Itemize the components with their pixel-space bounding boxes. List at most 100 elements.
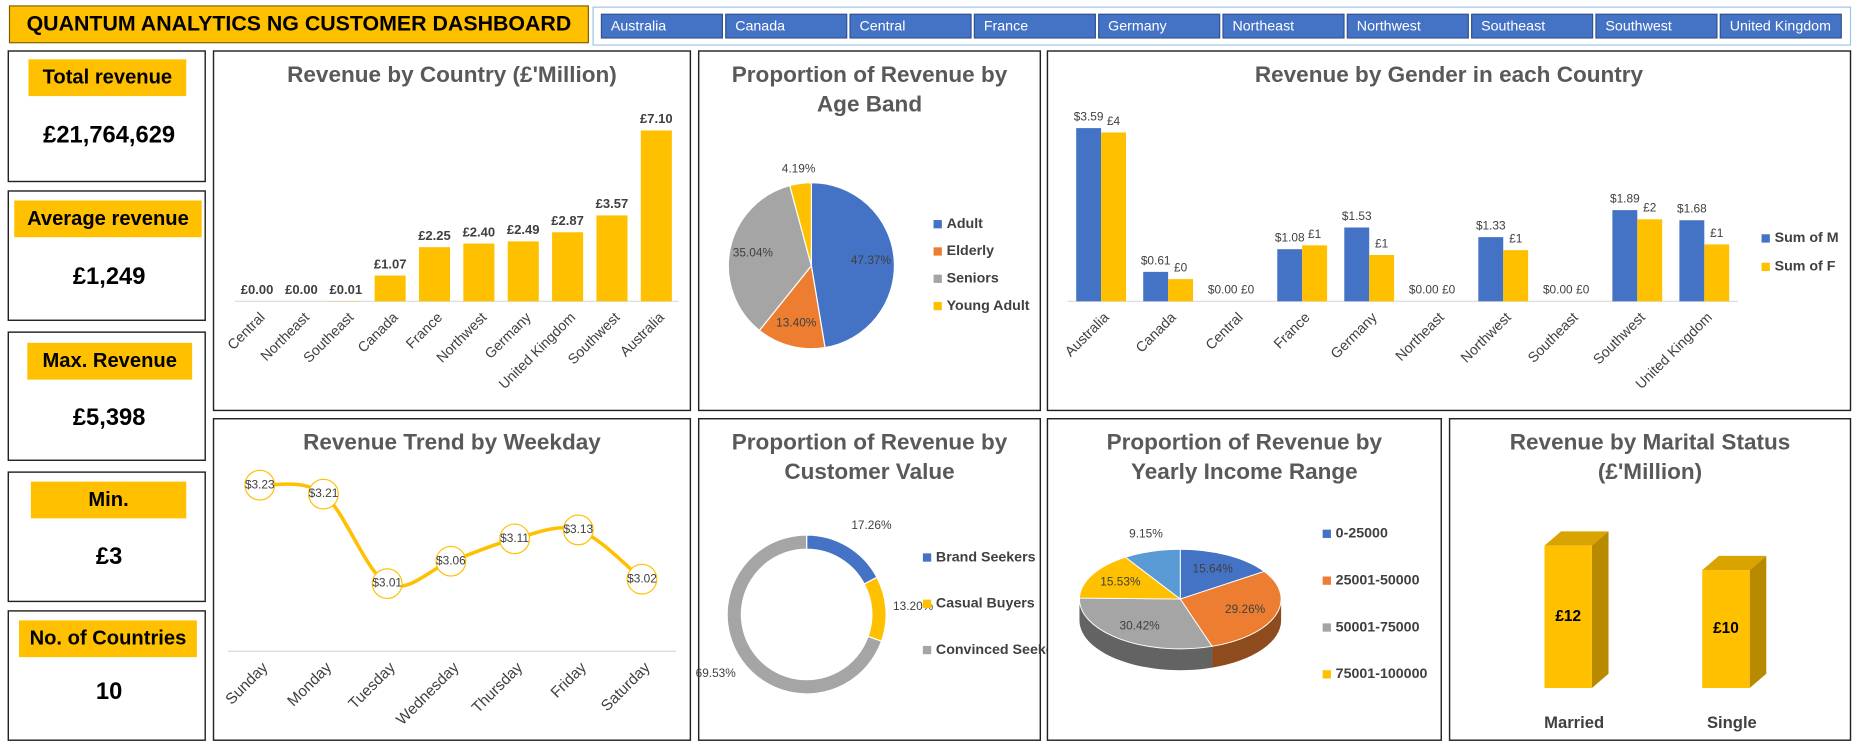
value-label: £0.00 [285,282,318,297]
legend-label: Convinced Seekers [936,642,1067,658]
value-label: £1 [1509,232,1523,246]
value-label: 15.64% [1193,561,1234,575]
kpi-value: 10 [96,679,122,705]
slicer-label[interactable]: Northeast [1232,18,1294,34]
marker [435,545,467,577]
value-label: £1 [1308,227,1322,241]
slicer-button[interactable] [1222,13,1345,39]
slicer-label[interactable]: United Kingdom [1730,18,1831,34]
value-label: £2 [1643,201,1656,215]
slice [727,184,813,332]
value-label: $3.21 [309,486,339,500]
slicer-button[interactable] [1471,13,1594,39]
legend-label: 50001-75000 [1336,619,1420,635]
kpi-value: £5,398 [73,405,146,431]
value-label: £1.07 [374,256,407,271]
value-label: $3.13 [563,522,593,536]
value-label: $1.08 [1275,231,1305,245]
legend-label: Sum of F [1775,259,1836,275]
chart-title: Proportion of Revenue by Yearly Income R… [1106,430,1383,486]
value-label: $3.23 [245,477,275,491]
kpi-label: No. of Countries [30,628,187,650]
value-label: £3.57 [596,196,629,211]
legend-swatch [933,247,942,256]
slice [1124,548,1181,601]
slicer-label[interactable]: Southwest [1605,18,1671,34]
bar-top [1702,555,1767,571]
bar [1168,279,1194,302]
legend-label: 75001-100000 [1336,666,1428,682]
title-area: Revenue by Marital Status (£'Million) [1510,431,1791,486]
value-label: £12 [1555,608,1581,625]
slicer-label[interactable]: Southeast [1481,18,1545,34]
bar [1478,237,1504,302]
value-label: 15.53% [1100,575,1141,589]
bar [1704,244,1730,302]
bar [1369,254,1395,302]
value-label: £1 [1375,236,1389,250]
kpi-value: £1,249 [73,264,146,290]
value-label: £4 [1107,114,1121,128]
bar [1503,250,1529,302]
slicer-button[interactable] [725,13,848,39]
legend-label: 0-25000 [1336,526,1388,542]
slice [1078,556,1182,600]
kpi-label-box [28,59,187,97]
title-box [8,5,589,44]
slicer-label[interactable]: Northwest [1357,18,1421,34]
value-label: 13.40% [776,316,817,330]
bar-side [1749,555,1767,689]
slice [789,182,812,266]
legend-swatch [922,599,932,608]
legend-swatch [933,301,942,311]
value-label: $0.61 [1141,253,1171,267]
bar [552,232,584,302]
slicer-button[interactable] [973,13,1096,39]
marker [562,514,594,546]
bar [463,243,495,302]
value-label: £10 [1713,620,1739,637]
slicer-button[interactable] [849,13,972,39]
slice-side [1079,599,1213,671]
kpi-label-box [30,481,187,519]
value-label: $1.89 [1610,192,1640,206]
legend-label: Brand Seekers [936,549,1036,565]
kpi-value: £3 [96,544,122,570]
marker [244,469,276,501]
slicer-button[interactable] [1346,13,1469,39]
slicer-button[interactable] [600,13,724,39]
slice [1179,548,1266,600]
slicer-label[interactable]: Australia [611,18,666,34]
legend-label: 25001-50000 [1336,572,1420,588]
slicer-label[interactable]: Canada [735,18,785,34]
title-area: Proportion of Revenue by Customer Value [732,431,1008,486]
value-label: £1 [1710,226,1724,240]
value-label: $1.53 [1342,209,1372,223]
legend-label: Elderly [947,243,995,259]
bar [374,275,406,302]
dashboard-title: QUANTUM ANALYTICS NG CUSTOMER DASHBOARD [27,12,572,36]
slicer-label[interactable]: France [984,18,1028,34]
bar-side [1591,531,1609,689]
title-area: Revenue Trend by Weekday [303,431,601,456]
value-label: 30.42% [1119,618,1160,632]
kpi-label: Max. Revenue [43,350,177,372]
slicer-label[interactable]: Central [860,18,906,34]
value-label: 29.26% [1225,602,1266,616]
slicer-button[interactable] [1719,13,1842,39]
title-area: Revenue by Gender in each Country [1255,63,1643,88]
slicer-label[interactable]: Germany [1108,18,1167,34]
value-label: $3.02 [627,571,657,585]
slicer-button[interactable] [1098,13,1221,39]
slice [1179,570,1282,647]
value-label: $3.59 [1074,110,1104,124]
bar-top [1544,531,1609,546]
slicer-button[interactable] [1595,13,1718,39]
value-label: 9.15% [1129,527,1163,541]
value-label: $1.33 [1476,219,1506,233]
marker [626,563,658,595]
legend-swatch [1761,234,1770,243]
x-tick-label: Single [1707,713,1757,732]
